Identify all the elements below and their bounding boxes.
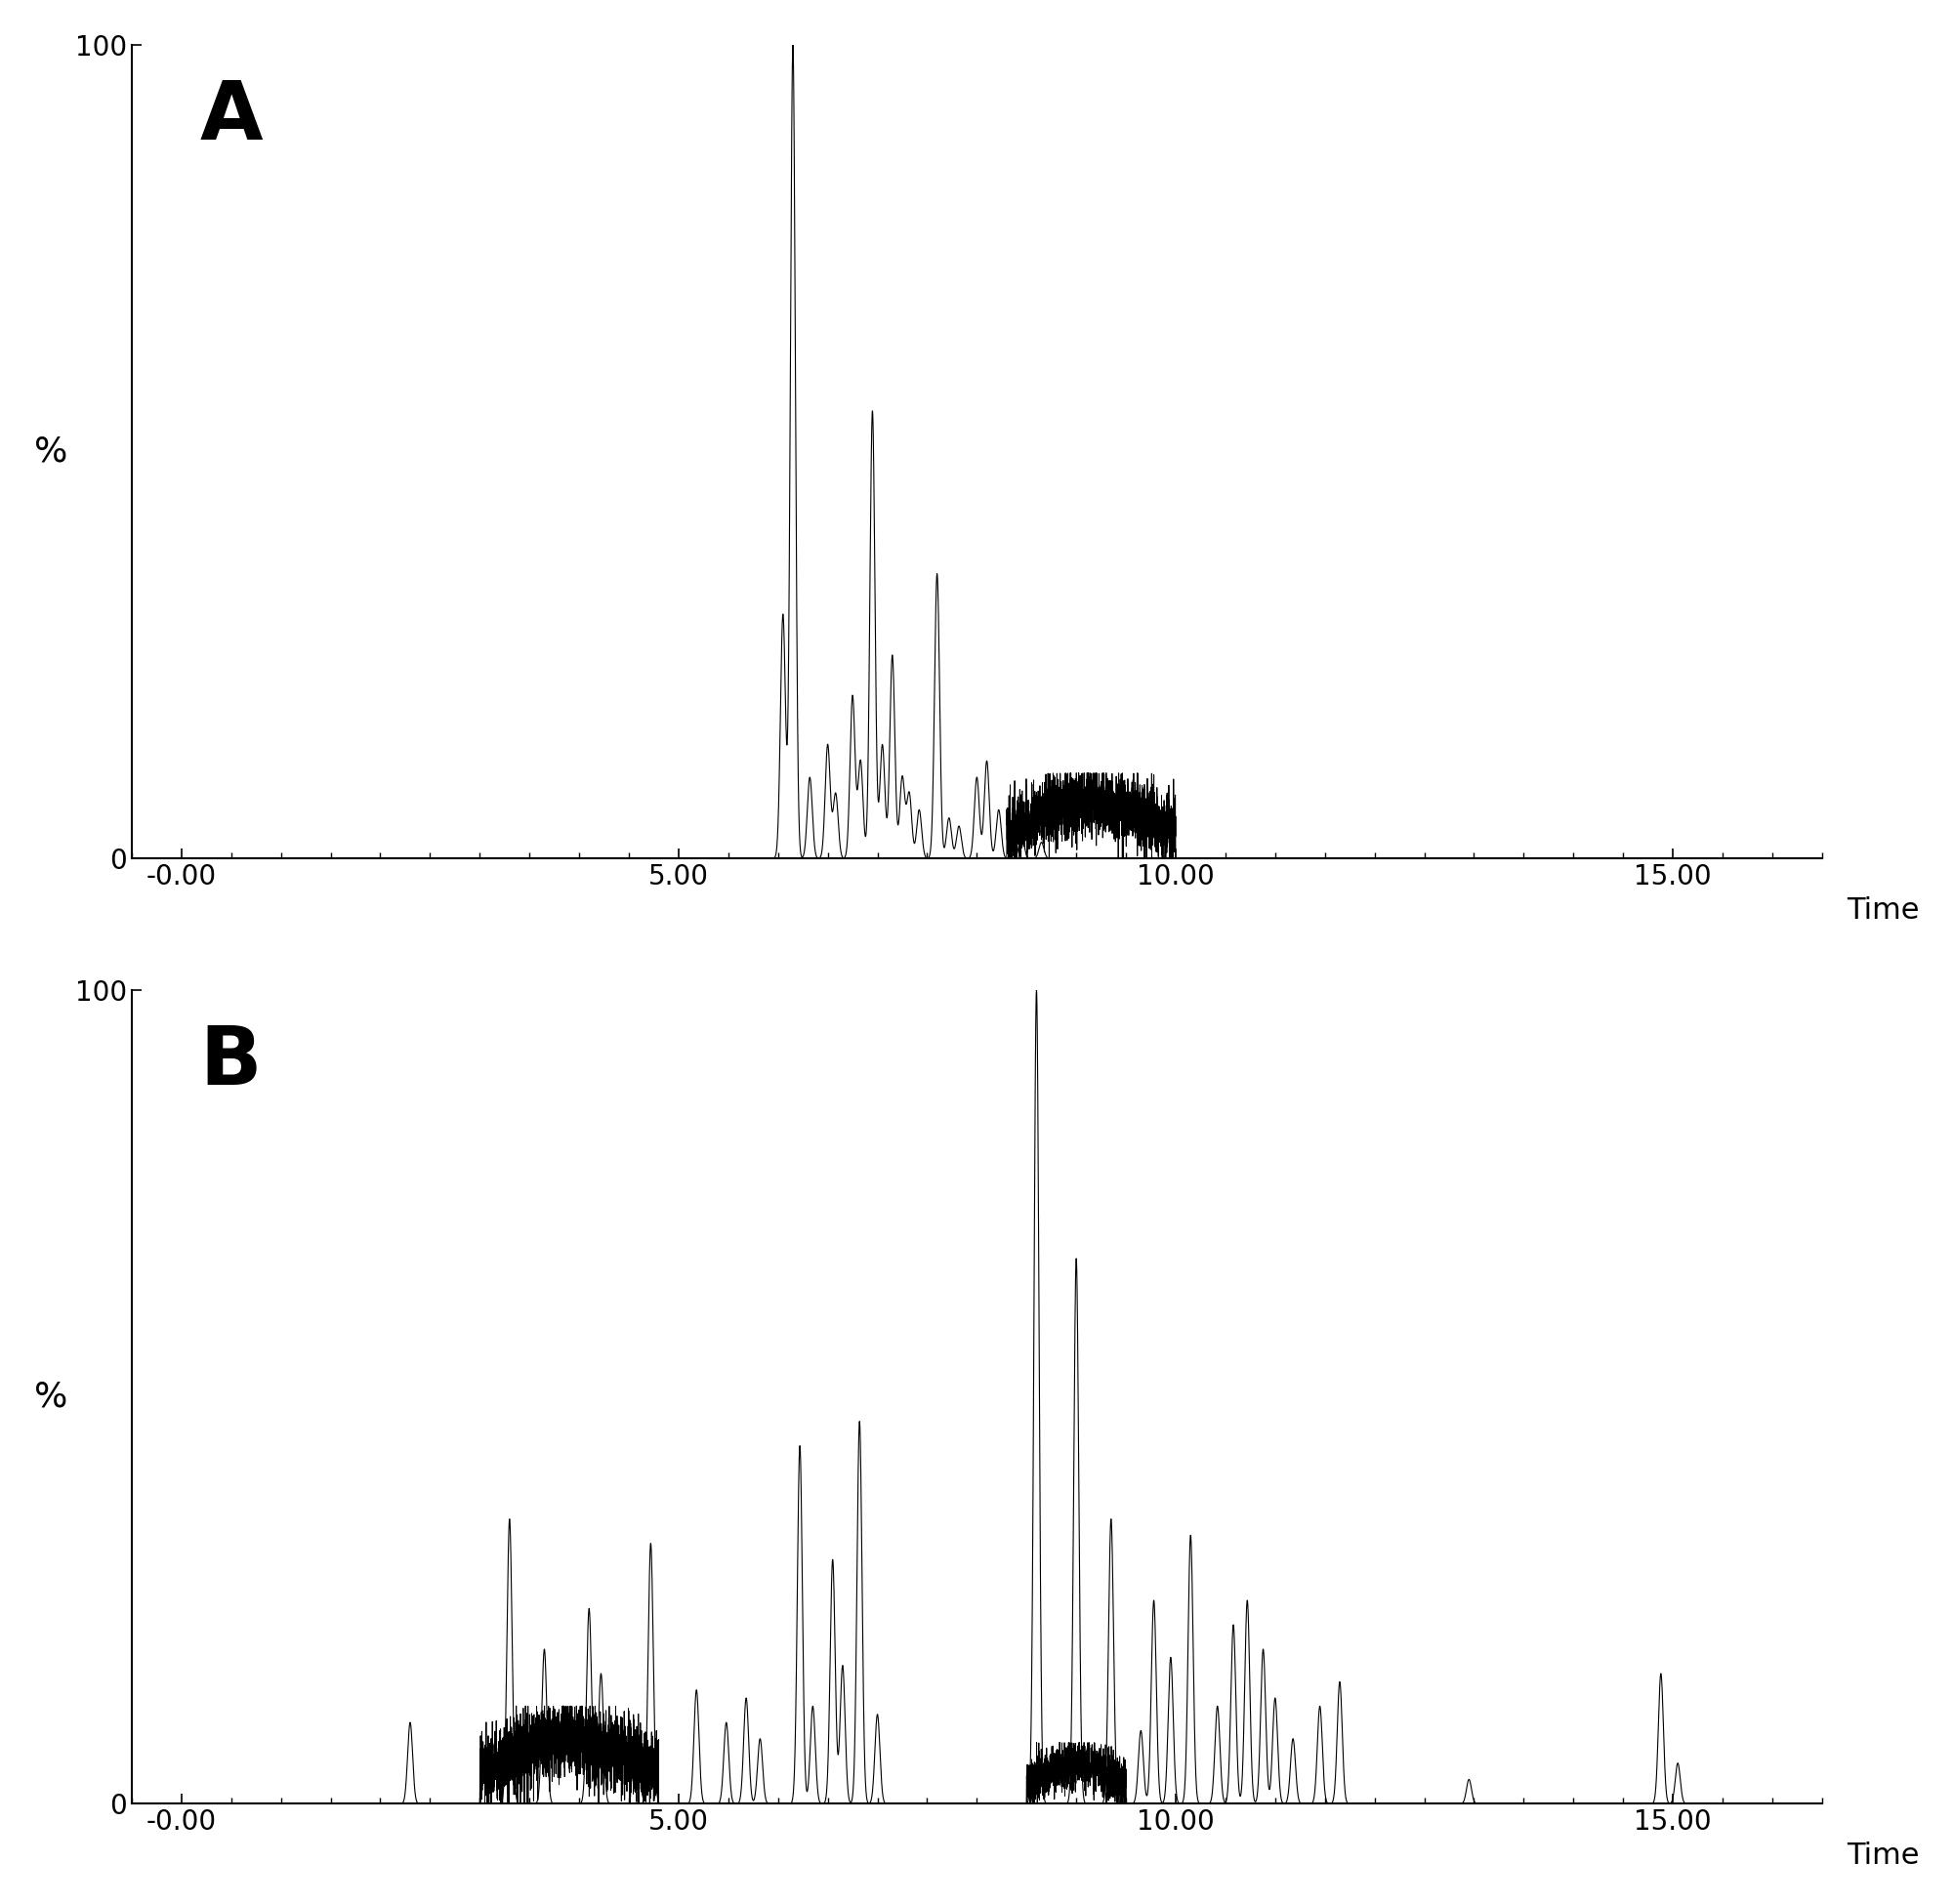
Y-axis label: %: % (33, 434, 68, 468)
Text: Time: Time (1846, 897, 1920, 925)
Text: B: B (199, 1022, 262, 1102)
Text: Time: Time (1846, 1841, 1920, 1870)
Text: A: A (199, 78, 262, 156)
Y-axis label: %: % (33, 1380, 68, 1413)
